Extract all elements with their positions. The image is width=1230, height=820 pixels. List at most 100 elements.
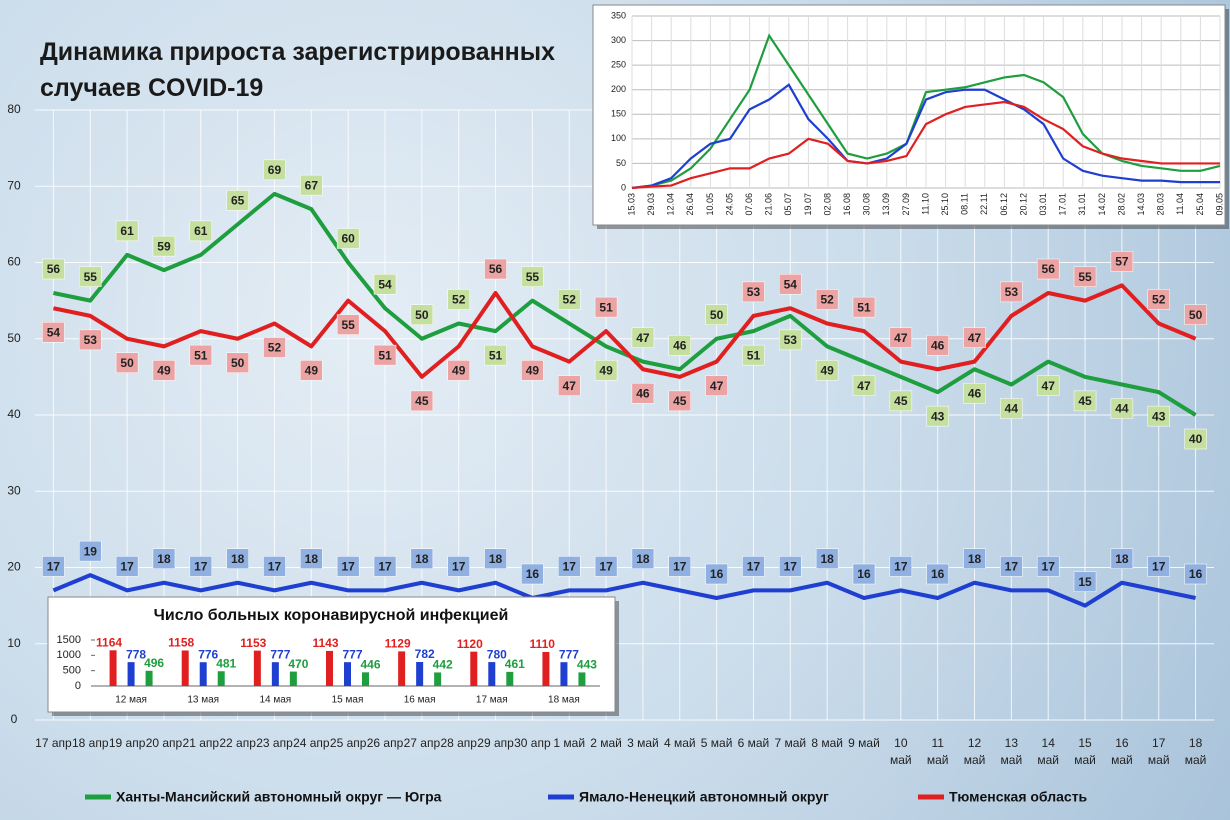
- value-label: 18: [489, 552, 503, 566]
- label-box: [1110, 398, 1134, 419]
- bar: [289, 671, 297, 686]
- y-tick-label: 50: [7, 331, 21, 345]
- y-tick-label: 80: [7, 102, 21, 116]
- value-label: 52: [563, 293, 577, 307]
- x-tick-label: 14 май: [1037, 736, 1060, 767]
- value-label: 46: [673, 338, 687, 352]
- x-tick-label: 19 апр: [108, 736, 146, 750]
- label-box: [594, 296, 618, 318]
- value-label: 50: [120, 356, 134, 370]
- value-label: 50: [710, 308, 724, 322]
- label-box: [1184, 304, 1207, 325]
- label-box: [926, 563, 949, 585]
- value-label: 777: [343, 647, 363, 661]
- value-label: 51: [194, 348, 208, 362]
- label-box: [300, 360, 323, 381]
- bar: [470, 651, 478, 686]
- bar: [434, 672, 442, 686]
- label-box: [1110, 251, 1134, 272]
- label-box: [963, 383, 986, 404]
- label-box: [1036, 258, 1060, 280]
- value-label: 16: [857, 567, 871, 581]
- value-label: 776: [198, 647, 218, 661]
- label-box: [152, 235, 176, 257]
- x-tick-label: 06.12: [999, 193, 1009, 216]
- x-tick-label: 3 май: [627, 736, 659, 750]
- label-box: [226, 190, 249, 211]
- value-label: 54: [47, 325, 61, 339]
- x-tick-label: 26.04: [685, 193, 695, 216]
- label-box: [1147, 556, 1170, 577]
- x-tick-label: 03.01: [1038, 193, 1048, 216]
- value-label: 52: [820, 293, 834, 307]
- y-tick-label: 0: [621, 182, 626, 192]
- label-box: [631, 548, 655, 569]
- value-label: 18: [820, 552, 834, 566]
- label-box: [594, 556, 618, 577]
- bar: [578, 672, 586, 686]
- inset-frame: [592, 4, 1226, 226]
- label-box: [557, 556, 581, 577]
- label-box: [263, 337, 286, 358]
- bar: [344, 662, 351, 686]
- value-label: 53: [84, 333, 98, 347]
- y-tick-label: 40: [7, 407, 21, 421]
- value-label: 17: [599, 560, 613, 574]
- label-box: [852, 563, 876, 585]
- x-tick-label: 10 май: [890, 736, 912, 767]
- label-box: [373, 556, 397, 577]
- label-box: [594, 360, 618, 381]
- value-label: 54: [784, 277, 798, 291]
- value-label: 777: [270, 647, 290, 661]
- value-label: 52: [1152, 293, 1166, 307]
- x-tick-label: 11.10: [920, 193, 930, 215]
- x-tick-label: 15.03: [626, 193, 636, 216]
- bar: [560, 662, 568, 686]
- value-label: 17: [673, 560, 687, 574]
- x-tick-label: 17 апр: [35, 736, 72, 750]
- y-tick-label: 500: [63, 665, 81, 677]
- value-label: 43: [931, 409, 945, 423]
- x-tick-label: 24 апр: [293, 736, 330, 750]
- value-label: 17: [452, 560, 466, 574]
- label-box: [300, 548, 323, 569]
- label-box: [152, 360, 176, 381]
- label-box: [410, 548, 434, 569]
- value-label: 17: [1152, 560, 1166, 574]
- bar: [109, 650, 117, 686]
- label-box: [521, 360, 544, 381]
- x-tick-label: 15 мая: [332, 695, 364, 706]
- label-box: [1147, 405, 1170, 427]
- label-box: [1036, 375, 1060, 396]
- line: [631, 33, 1221, 190]
- x-tick-label: 18 май: [1184, 736, 1207, 767]
- x-tick-label: 16 май: [1111, 736, 1133, 767]
- value-label: 17: [194, 560, 208, 574]
- value-label: 59: [157, 239, 171, 253]
- label-box: [705, 375, 728, 396]
- value-label: 18: [231, 552, 245, 566]
- label-box: [889, 327, 913, 348]
- value-label: 44: [1115, 402, 1129, 416]
- x-tick-label: 13 май: [1000, 736, 1023, 767]
- x-tick-label: 14.02: [1097, 193, 1107, 216]
- value-label: 56: [489, 262, 503, 276]
- label-box: [263, 556, 286, 577]
- label-box: [668, 556, 692, 577]
- value-label: 50: [1189, 308, 1203, 322]
- value-label: 44: [1005, 402, 1019, 416]
- x-tick-label: 20.12: [1018, 193, 1028, 216]
- x-tick-label: 11.04: [1175, 193, 1185, 215]
- value-label: 49: [526, 364, 540, 378]
- value-label: 17: [1005, 560, 1019, 574]
- x-tick-label: 2 май: [590, 736, 622, 750]
- label-box: [79, 329, 102, 351]
- value-label: 69: [268, 163, 282, 177]
- label-box: [42, 258, 65, 280]
- bar: [542, 651, 550, 686]
- value-label: 46: [968, 386, 982, 400]
- value-label: 18: [415, 552, 429, 566]
- y-tick-label: 250: [611, 60, 626, 70]
- label-box: [263, 159, 286, 181]
